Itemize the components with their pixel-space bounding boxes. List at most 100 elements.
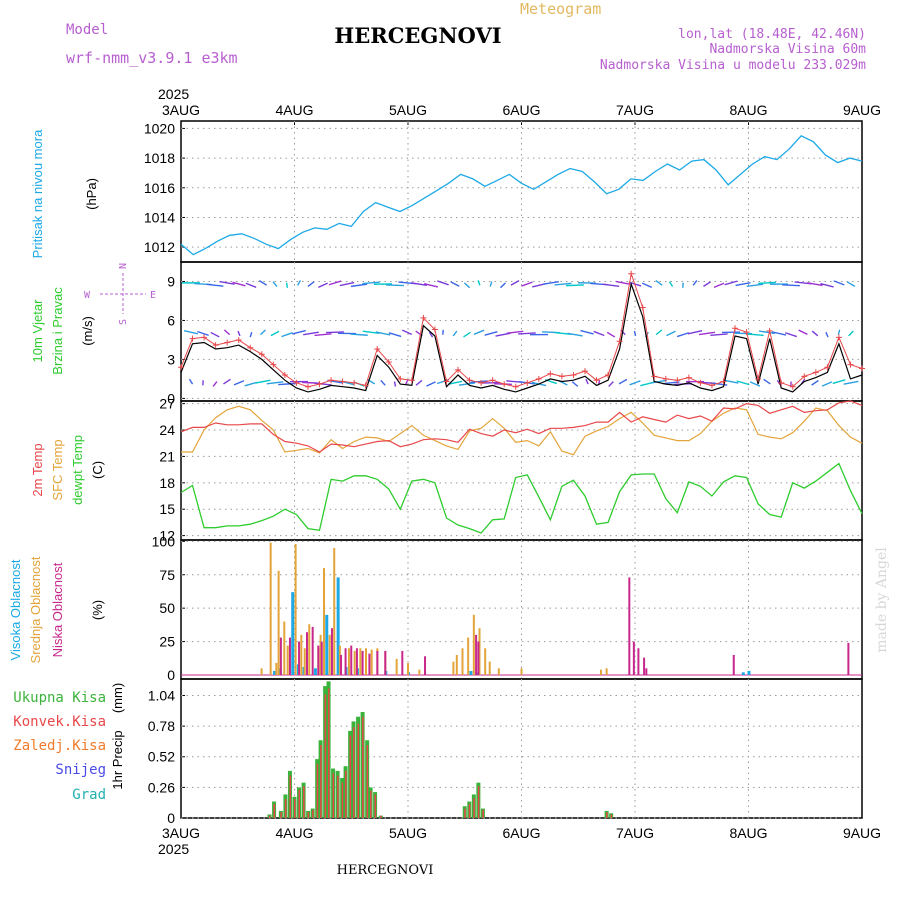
wind-arrow <box>585 378 589 385</box>
temp-2m-line <box>180 400 863 453</box>
cloud-bar <box>260 668 263 675</box>
cloud-bar <box>328 634 331 675</box>
precip-conv-bar <box>341 782 344 818</box>
wind-arrow <box>506 330 524 334</box>
model-name: wrf-nmm_v3.9.1 e3km <box>66 49 238 67</box>
wind-arrow <box>393 381 397 387</box>
wind-arrow <box>463 331 471 338</box>
wind-arrow <box>386 284 404 287</box>
cloud-bar <box>599 669 602 675</box>
gust-marker <box>755 375 762 382</box>
precip-conv-bar <box>280 812 282 818</box>
precip-conv-bar <box>298 789 301 818</box>
cloud-bar <box>330 628 333 675</box>
wind-arrow <box>676 332 690 338</box>
y-tick-label: 0 <box>167 667 175 683</box>
precip-conv-bar <box>380 815 382 818</box>
precip-conv-bar <box>337 775 339 818</box>
temp-ylabel-sfc: SFC Temp <box>50 439 65 500</box>
cloud-bar <box>294 544 297 675</box>
precip-conv-bar <box>477 786 480 818</box>
cloud-bar <box>347 648 350 675</box>
precip-conv-bar <box>328 688 330 818</box>
precip-ylabel: 1hr Precip <box>110 730 125 789</box>
precip-conv-bar <box>362 716 364 818</box>
cloud-bar <box>340 654 343 675</box>
wind-arrow <box>746 333 764 337</box>
top-tick-label: 3AUG <box>162 102 200 118</box>
wind-arrow <box>223 329 231 336</box>
wind-arrow <box>655 279 663 286</box>
wind-arrow <box>326 331 344 334</box>
wind-arrow <box>566 284 584 287</box>
wind-direction-arrows <box>182 279 859 387</box>
wind-arrow <box>197 330 209 337</box>
wind-arrow <box>339 281 355 287</box>
gust-marker <box>605 372 612 379</box>
precip-conv-bar <box>468 803 471 818</box>
clouds-ylabel-low: Niska Oblacnost <box>50 562 65 657</box>
cloud-bar <box>401 650 404 675</box>
bottom-tick-label: 5AUG <box>389 825 427 841</box>
precip-conv-bar <box>349 735 352 818</box>
wind-arrow <box>593 330 605 337</box>
location-title: HERCEGNOVI <box>334 23 501 48</box>
cloud-bar <box>424 656 427 675</box>
wind-arrow <box>188 378 194 385</box>
y-tick-label: 24 <box>159 422 175 438</box>
pressure-ylabel: Pritisak na nivou mora <box>30 129 45 258</box>
wind-arrow <box>426 381 436 387</box>
wind-arrow <box>771 331 787 336</box>
cloud-bar <box>350 645 353 675</box>
wind-arrow <box>758 330 776 335</box>
clouds-frame <box>180 539 863 680</box>
meteogram-label: Meteogram <box>520 0 601 18</box>
wind-arrow <box>698 331 716 336</box>
cloud-bar <box>747 670 751 675</box>
cloud-bar <box>407 662 409 675</box>
precip-conv-bar <box>269 815 271 818</box>
gust-marker <box>316 381 323 388</box>
wind-arrow <box>500 282 506 289</box>
cloud-bar <box>283 621 286 675</box>
wind-arrow <box>303 331 319 336</box>
precip-conv-bar <box>366 744 369 818</box>
cloud-bar <box>376 650 379 675</box>
precip-conv-bar <box>464 808 466 818</box>
wind-speed-line <box>180 281 863 393</box>
clouds-y-ticks: 0 25 50 75 100 <box>152 533 862 683</box>
gust-marker <box>662 375 669 382</box>
wind-arrow <box>758 281 776 285</box>
cloud-bar <box>418 669 421 675</box>
wind-arrow <box>245 282 257 288</box>
cloud-bar <box>628 577 631 675</box>
precip-conv-bar <box>332 773 335 818</box>
temp-unit: (C) <box>90 461 105 479</box>
wind-arrow <box>437 280 449 286</box>
clouds-ylabel-mid: Srednja Oblacnost <box>28 556 43 663</box>
precip-bars <box>267 681 614 818</box>
gust-marker <box>374 346 381 353</box>
wind-unit: (m/s) <box>80 316 95 346</box>
cloud-bar <box>847 642 850 675</box>
wind-arrow <box>615 280 631 286</box>
y-tick-label: 75 <box>159 567 175 583</box>
wind-arrow <box>307 281 315 287</box>
cloud-bar <box>338 645 341 675</box>
bottom-tick-label: 4AUG <box>275 825 313 841</box>
compass-south: S <box>118 319 129 325</box>
wind-arrow <box>602 283 620 288</box>
y-tick-label: 0.52 <box>148 749 175 765</box>
top-tick-label: 6AUG <box>502 102 540 118</box>
wind-arrow <box>314 333 332 337</box>
wind-arrow <box>580 329 594 335</box>
wind-arrow <box>811 379 819 386</box>
cloud-bar <box>313 668 317 675</box>
wind-arrow <box>473 329 485 335</box>
compass-west: W <box>84 290 91 301</box>
compass-east: E <box>150 290 156 301</box>
cloud-bar <box>395 658 398 675</box>
wind-arrow <box>746 283 764 287</box>
wind-arrow <box>629 380 641 386</box>
